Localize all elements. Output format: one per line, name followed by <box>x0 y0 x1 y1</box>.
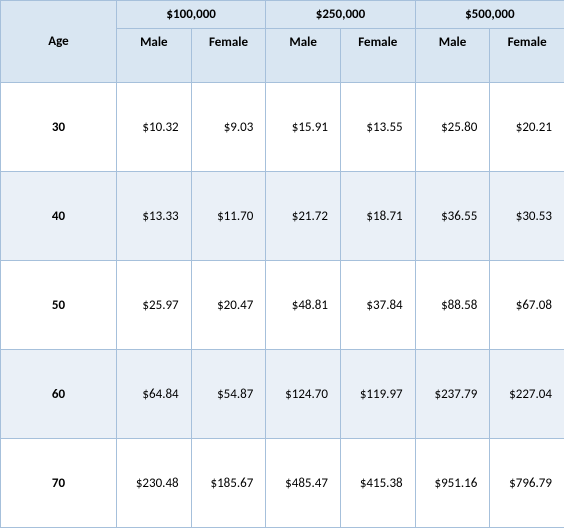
cell-value: $124.70 <box>266 350 341 439</box>
col-header-gender-1-f: Female <box>340 29 415 83</box>
col-header-gender-2-m: Male <box>415 29 490 83</box>
pricing-table: Age $100,000 $250,000 $500,000 Male Fema… <box>0 0 564 528</box>
cell-value: $9.03 <box>191 83 266 172</box>
cell-value: $15.91 <box>266 83 341 172</box>
col-header-gender-1-m: Male <box>266 29 341 83</box>
table-row: 50 $25.97 $20.47 $48.81 $37.84 $88.58 $6… <box>1 261 564 350</box>
cell-value: $67.08 <box>490 261 564 350</box>
cell-value: $13.33 <box>117 172 192 261</box>
cell-value: $54.87 <box>191 350 266 439</box>
cell-value: $88.58 <box>415 261 490 350</box>
table-header: Age $100,000 $250,000 $500,000 Male Fema… <box>1 1 564 83</box>
cell-age: 40 <box>1 172 117 261</box>
cell-value: $119.97 <box>340 350 415 439</box>
col-header-gender-0-f: Female <box>191 29 266 83</box>
cell-value: $796.79 <box>490 439 564 528</box>
cell-age: 70 <box>1 439 117 528</box>
cell-value: $48.81 <box>266 261 341 350</box>
cell-value: $20.21 <box>490 83 564 172</box>
table-row: 30 $10.32 $9.03 $15.91 $13.55 $25.80 $20… <box>1 83 564 172</box>
cell-value: $20.47 <box>191 261 266 350</box>
table-row: 60 $64.84 $54.87 $124.70 $119.97 $237.79… <box>1 350 564 439</box>
cell-value: $13.55 <box>340 83 415 172</box>
cell-value: $485.47 <box>266 439 341 528</box>
col-header-amount-0: $100,000 <box>117 1 266 29</box>
cell-value: $10.32 <box>117 83 192 172</box>
cell-value: $415.38 <box>340 439 415 528</box>
table-body: 30 $10.32 $9.03 $15.91 $13.55 $25.80 $20… <box>1 83 564 528</box>
cell-value: $37.84 <box>340 261 415 350</box>
cell-value: $951.16 <box>415 439 490 528</box>
table-row: 40 $13.33 $11.70 $21.72 $18.71 $36.55 $3… <box>1 172 564 261</box>
cell-value: $230.48 <box>117 439 192 528</box>
col-header-gender-0-m: Male <box>117 29 192 83</box>
table-row: 70 $230.48 $185.67 $485.47 $415.38 $951.… <box>1 439 564 528</box>
cell-value: $18.71 <box>340 172 415 261</box>
col-header-amount-1: $250,000 <box>266 1 415 29</box>
cell-value: $64.84 <box>117 350 192 439</box>
cell-value: $36.55 <box>415 172 490 261</box>
col-header-age: Age <box>1 1 117 83</box>
cell-value: $185.67 <box>191 439 266 528</box>
cell-value: $25.97 <box>117 261 192 350</box>
cell-value: $11.70 <box>191 172 266 261</box>
cell-age: 50 <box>1 261 117 350</box>
cell-age: 30 <box>1 83 117 172</box>
cell-value: $25.80 <box>415 83 490 172</box>
cell-value: $21.72 <box>266 172 341 261</box>
col-header-amount-2: $500,000 <box>415 1 564 29</box>
col-header-gender-2-f: Female <box>490 29 564 83</box>
cell-value: $237.79 <box>415 350 490 439</box>
cell-age: 60 <box>1 350 117 439</box>
cell-value: $227.04 <box>490 350 564 439</box>
cell-value: $30.53 <box>490 172 564 261</box>
